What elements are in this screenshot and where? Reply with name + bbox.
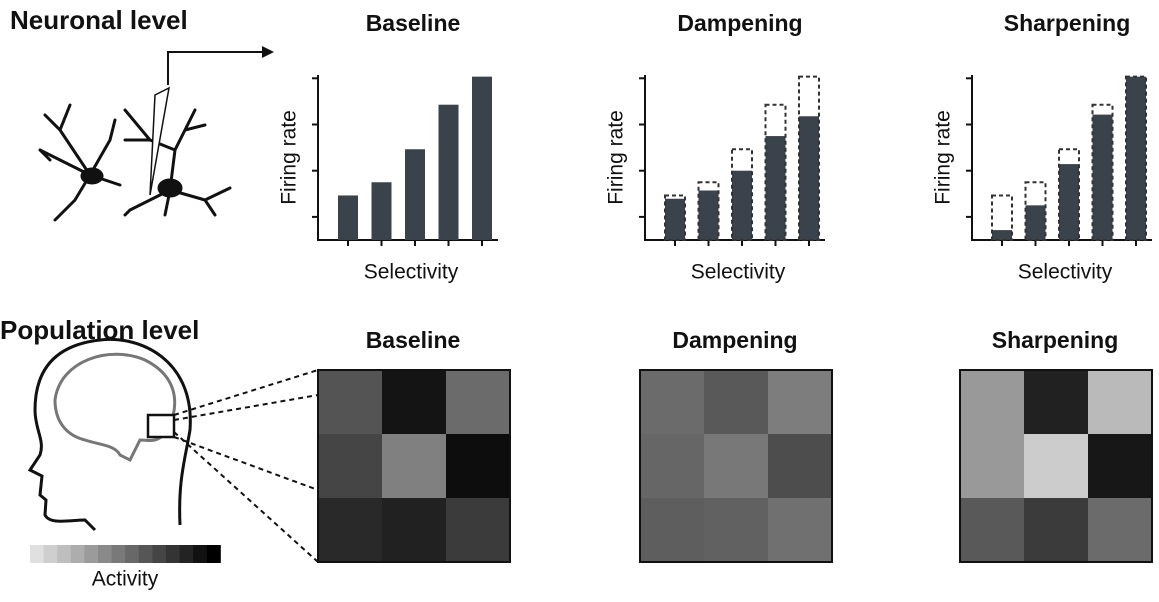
zoom-lines bbox=[174, 370, 318, 562]
bar bbox=[405, 149, 425, 240]
colorbar-label: Activity bbox=[92, 568, 159, 591]
bar bbox=[665, 199, 685, 240]
colorbar-step bbox=[207, 545, 221, 563]
heatmap-cell bbox=[960, 498, 1024, 562]
heatmap-cell bbox=[382, 498, 446, 562]
panel-title: Sharpening bbox=[1004, 10, 1131, 36]
heatmap-cell bbox=[1088, 498, 1152, 562]
heatmap-cell bbox=[1024, 498, 1088, 562]
heatmap-cell bbox=[640, 370, 704, 434]
heatmap-cell bbox=[1088, 434, 1152, 498]
heatmap-cell bbox=[768, 434, 832, 498]
colorbar-step bbox=[193, 545, 207, 563]
y-axis-label: Firing rate bbox=[278, 110, 301, 205]
region-box bbox=[148, 415, 174, 437]
section-title: Population level bbox=[0, 315, 199, 345]
colorbar-step bbox=[166, 545, 180, 563]
bar bbox=[338, 195, 358, 240]
heatmap-cell bbox=[318, 434, 382, 498]
heatmap-cell bbox=[704, 370, 768, 434]
heatmap-cell bbox=[768, 498, 832, 562]
colorbar-step bbox=[125, 545, 139, 563]
x-axis-label: Selectivity bbox=[691, 261, 786, 284]
arrow-head bbox=[262, 46, 274, 58]
bar bbox=[472, 77, 492, 240]
colorbar-step bbox=[71, 545, 85, 563]
bar bbox=[372, 182, 392, 240]
colorbar-step bbox=[98, 545, 112, 563]
bar bbox=[992, 230, 1012, 240]
bar bbox=[1093, 115, 1113, 240]
bar bbox=[699, 191, 719, 241]
arrow bbox=[168, 52, 262, 85]
x-axis-label: Selectivity bbox=[364, 261, 459, 284]
bar bbox=[766, 136, 786, 240]
heatmap-cell bbox=[446, 370, 510, 434]
heatmap-cell bbox=[640, 434, 704, 498]
bar bbox=[732, 171, 752, 240]
section-title: Neuronal level bbox=[10, 5, 188, 35]
colorbar-step bbox=[44, 545, 58, 563]
bar bbox=[799, 116, 819, 240]
colorbar-step bbox=[180, 545, 194, 563]
colorbar-step bbox=[57, 545, 71, 563]
colorbar-step bbox=[84, 545, 98, 563]
panel-title: Baseline bbox=[366, 10, 461, 36]
panel-title: Baseline bbox=[366, 327, 461, 353]
bar bbox=[1059, 164, 1079, 240]
heatmap-cell bbox=[768, 370, 832, 434]
heatmap-cell bbox=[960, 370, 1024, 434]
heatmap-cell bbox=[1024, 434, 1088, 498]
heatmap-cell bbox=[318, 370, 382, 434]
heatmap-cell bbox=[704, 434, 768, 498]
bar bbox=[1126, 77, 1146, 240]
bar bbox=[439, 105, 459, 240]
x-axis-label: Selectivity bbox=[1018, 261, 1113, 284]
heatmap-cell bbox=[1024, 370, 1088, 434]
y-axis-label: Firing rate bbox=[605, 110, 628, 205]
colorbar-step bbox=[112, 545, 126, 563]
heatmap-cell bbox=[704, 498, 768, 562]
heatmap-cell bbox=[318, 498, 382, 562]
figure: Neuronal level Population level Activity… bbox=[0, 0, 1159, 602]
bar bbox=[1026, 205, 1046, 240]
panel-title: Sharpening bbox=[992, 327, 1119, 353]
heatmap-cell bbox=[382, 434, 446, 498]
heatmap-cell bbox=[640, 498, 704, 562]
heatmap-cell bbox=[382, 370, 446, 434]
colorbar-step bbox=[30, 545, 44, 563]
y-axis-label: Firing rate bbox=[932, 110, 955, 205]
brain bbox=[55, 354, 175, 460]
heatmap-cell bbox=[960, 434, 1024, 498]
heatmap-cell bbox=[1088, 370, 1152, 434]
heatmap-cell bbox=[446, 434, 510, 498]
panel-title: Dampening bbox=[677, 10, 802, 36]
colorbar-step bbox=[152, 545, 166, 563]
panel-title: Dampening bbox=[672, 327, 797, 353]
heatmap-cell bbox=[446, 498, 510, 562]
colorbar-step bbox=[139, 545, 153, 563]
neuron-illustration bbox=[40, 105, 230, 220]
